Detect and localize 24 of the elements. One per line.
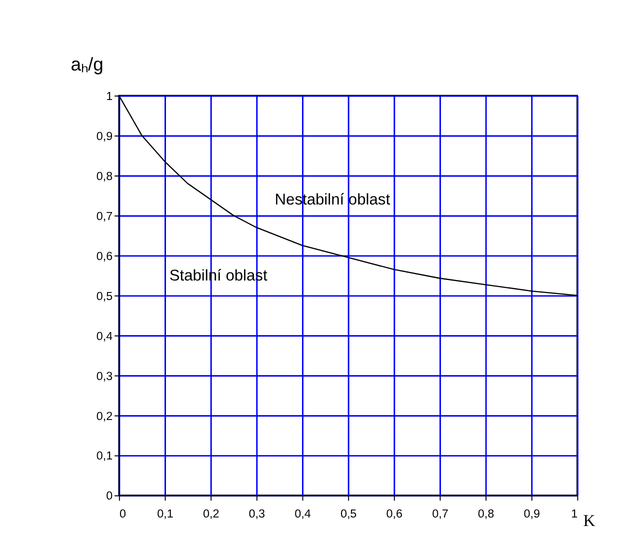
x-tick-label: 0,3 [248, 507, 266, 520]
x-axis-title: K [583, 511, 596, 530]
x-tick-label: 0,2 [202, 507, 220, 520]
y-tick-label: 0,3 [96, 370, 113, 383]
y-tick-label: 0,6 [96, 250, 113, 263]
x-tick-label: 0,1 [157, 507, 174, 520]
x-tick-label: 0 [119, 507, 126, 520]
y-tick-label: 1 [106, 90, 113, 103]
x-tick-label: 0,7 [432, 507, 448, 520]
x-tick-label: 1 [571, 507, 578, 520]
x-tick-label: 0,4 [294, 507, 312, 520]
x-tick-label: 0,9 [524, 507, 540, 520]
y-tick-label: 0,1 [96, 450, 113, 463]
y-tick-label: 0,7 [96, 210, 113, 223]
x-tick-label: 0,5 [340, 507, 358, 520]
y-tick-label: 0,2 [96, 410, 113, 423]
y-tick-label: 0,4 [96, 330, 114, 343]
y-tick-label: 0 [106, 490, 114, 503]
y-tick-label: 0,8 [96, 170, 113, 183]
y-tick-label: 0,5 [96, 290, 114, 303]
x-tick-label: 0,6 [386, 507, 403, 520]
y-tick-label: 0,9 [96, 130, 113, 143]
y-axis-title: aₕ/g [70, 54, 104, 75]
x-tick-label: 0,8 [478, 507, 494, 520]
